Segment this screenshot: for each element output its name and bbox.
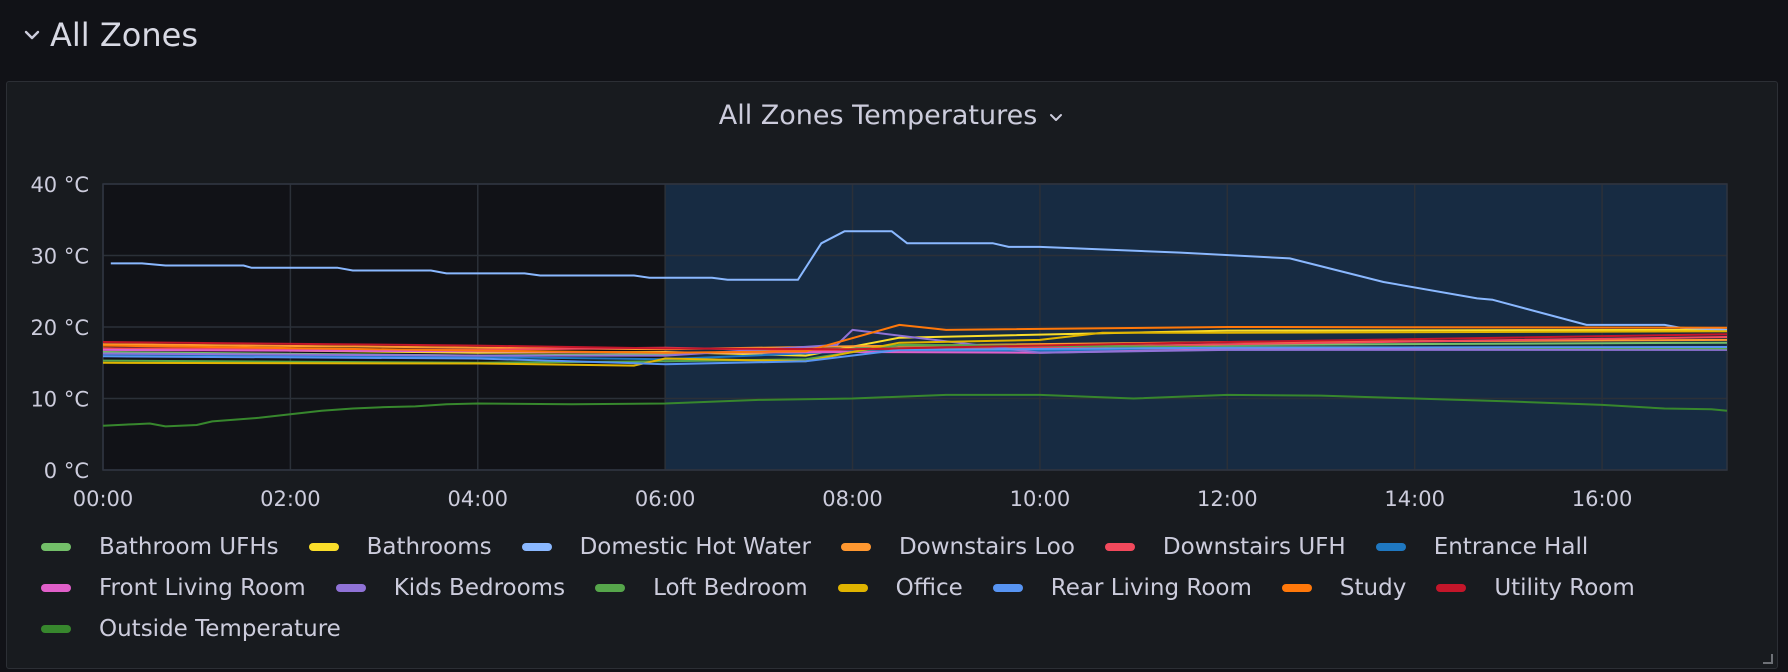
legend-label: Rear Living Room	[1050, 575, 1252, 601]
x-tick-label: 04:00	[448, 487, 509, 511]
legend-label: Study	[1339, 575, 1407, 601]
legend-label: Outside Temperature	[99, 616, 341, 642]
legend-label: Office	[895, 575, 963, 601]
legend-item[interactable]: Study	[1281, 573, 1407, 603]
legend-label: Kids Bedrooms	[393, 575, 566, 601]
legend-item[interactable]: Downstairs Loo	[840, 532, 1075, 562]
chevron-down-icon	[24, 30, 40, 40]
temperature-panel: 0 °C 10 °C 20 °C 30 °C 40 °C 00:00 02:00 04:00 0…	[6, 81, 1778, 669]
legend-item[interactable]: Bathroom UFHs	[41, 532, 279, 562]
series-line-bathrooms[interactable]	[102, 328, 1728, 357]
x-tick-label: 02:00	[260, 487, 321, 511]
legend-swatch	[595, 584, 626, 592]
legend-swatch	[837, 584, 868, 592]
legend-item[interactable]: Utility Room	[1436, 573, 1635, 603]
legend-swatch	[41, 625, 71, 633]
panel-title[interactable]: All Zones Temperatures	[718, 100, 1038, 131]
chart-legend: Bathroom UFHs Bathrooms Domestic Hot Water…	[41, 532, 1741, 644]
panel-menu-chevron-icon[interactable]	[1047, 109, 1065, 127]
legend-item[interactable]: Rear Living Room	[992, 573, 1252, 603]
legend-label: Front Living Room	[99, 575, 306, 601]
legend-label: Bathrooms	[366, 534, 492, 560]
legend-item[interactable]: Loft Bedroom	[595, 573, 808, 603]
legend-swatch	[840, 543, 871, 551]
series-line-domestic-hot-water[interactable]	[110, 230, 1728, 331]
legend-label: Downstairs UFH	[1162, 534, 1346, 560]
panel-resize-handle[interactable]	[1763, 654, 1773, 664]
legend-swatch	[41, 584, 71, 592]
series-line-utility-room[interactable]	[102, 333, 1728, 351]
legend-item[interactable]: Entrance Hall	[1375, 532, 1589, 562]
legend-label: Utility Room	[1494, 575, 1635, 601]
legend-item[interactable]: Office	[837, 573, 963, 603]
series-line-kids-bedrooms[interactable]	[102, 328, 1727, 357]
panel-header[interactable]: All Zones Temperatures	[7, 100, 1777, 131]
legend-swatch	[335, 584, 366, 592]
series-line-office[interactable]	[102, 330, 1728, 367]
legend-label: Bathroom UFHs	[99, 534, 279, 560]
legend-item[interactable]: Outside Temperature	[41, 614, 341, 644]
legend-swatch	[1281, 584, 1312, 592]
legend-swatch	[308, 543, 339, 551]
legend-label: Loft Bedroom	[653, 575, 808, 601]
legend-swatch	[1375, 543, 1406, 551]
legend-swatch	[521, 543, 552, 551]
temperature-chart[interactable]: 0 °C 10 °C 20 °C 30 °C 40 °C 00:00 02:00 04:00 0…	[7, 82, 1779, 670]
series-line-study[interactable]	[102, 323, 1728, 354]
legend-item[interactable]: Bathrooms	[308, 532, 492, 562]
row-title: All Zones	[50, 16, 198, 54]
x-tick-label: 06:00	[635, 487, 696, 511]
legend-item[interactable]: Domestic Hot Water	[521, 532, 811, 562]
legend-swatch	[1436, 584, 1467, 592]
y-tick-label: 10 °C	[30, 388, 89, 412]
row-collapse-toggle[interactable]: All Zones	[22, 10, 198, 60]
x-tick-label: 10:00	[1010, 487, 1071, 511]
x-tick-label: 14:00	[1384, 487, 1445, 511]
x-tick-label: 08:00	[822, 487, 883, 511]
y-tick-label: 20 °C	[30, 316, 89, 340]
legend-swatch	[1104, 543, 1135, 551]
legend-label: Domestic Hot Water	[579, 534, 811, 560]
legend-swatch	[41, 543, 71, 551]
y-tick-label: 40 °C	[30, 173, 89, 197]
legend-item[interactable]: Downstairs UFH	[1104, 532, 1346, 562]
series-line-outside-temperature[interactable]	[102, 393, 1728, 428]
x-tick-label: 00:00	[73, 487, 134, 511]
legend-label: Entrance Hall	[1433, 534, 1589, 560]
x-tick-label: 12:00	[1197, 487, 1258, 511]
legend-swatch	[992, 584, 1023, 592]
series-line-rear-living-room[interactable]	[102, 346, 1728, 366]
legend-item[interactable]: Kids Bedrooms	[335, 573, 566, 603]
y-tick-label: 0 °C	[44, 459, 89, 483]
x-tick-label: 16:00	[1572, 487, 1633, 511]
y-tick-label: 30 °C	[30, 245, 89, 269]
legend-label: Downstairs Loo	[898, 534, 1075, 560]
legend-item[interactable]: Front Living Room	[41, 573, 306, 603]
